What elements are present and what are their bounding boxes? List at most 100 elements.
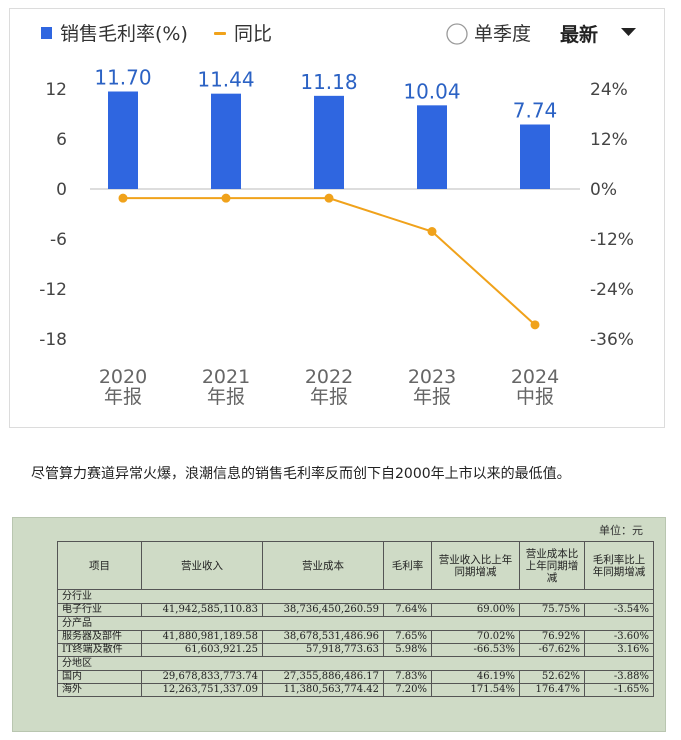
value-cell: 41,880,981,189.58 [141, 630, 263, 644]
value-cell: 38,736,450,260.59 [262, 603, 384, 617]
table-header-cell: 毛利率比上年同期增减 [584, 541, 654, 590]
line-point [530, 320, 540, 330]
value-cell: 7.64% [383, 603, 432, 617]
bar [314, 95, 344, 189]
table-header-cell: 项目 [57, 541, 142, 590]
revenue-table: 项目 营业收入 营业成本 毛利率 营业收入比上年同期增减 营业成本比上年同期增减 毛利率比上… [57, 541, 654, 697]
single-quarter-label[interactable]: 单季度 [474, 23, 531, 45]
left-tick-label: 6 [56, 130, 67, 150]
bar [417, 105, 447, 189]
value-cell: 3.16% [584, 643, 654, 657]
bar-value-label: 10.04 [403, 79, 460, 103]
left-tick-label: -6 [50, 230, 67, 250]
section-title: 分行业 [57, 589, 654, 604]
chevron-down-icon[interactable] [621, 28, 636, 36]
value-cell: 29,678,833,773.74 [141, 670, 263, 684]
bar-series [108, 91, 550, 189]
table-header-cell: 营业成本 [262, 541, 384, 590]
value-cell: 12,263,751,337.09 [141, 683, 263, 697]
period-dropdown-label[interactable]: 最新 [560, 23, 598, 46]
category-type-label: 年报 [207, 386, 245, 408]
bar [520, 124, 550, 189]
left-tick-label: 0 [56, 180, 67, 200]
category-year-label: 2021 [202, 366, 250, 388]
table-row: IT终端及散件 61,603,921.25 57,918,773.63 5.98% -6… [57, 643, 654, 657]
left-axis: 12 6 0 -6 -12 -18 [39, 80, 67, 350]
row-label-cell: 电子行业 [57, 603, 142, 617]
right-tick-label: -12% [590, 230, 634, 250]
legend-line-swatch [214, 32, 226, 35]
row-label-cell: 国内 [57, 670, 142, 684]
unit-label: 单位：元 [599, 524, 643, 537]
value-cell: -3.60% [584, 630, 654, 644]
value-cell: 7.83% [383, 670, 432, 684]
chart-card: 销售毛利率(%) 同比 单季度 最新 12 6 0 -6 -12 -18 24% 12% 0%… [9, 8, 665, 428]
value-cell: 75.75% [519, 603, 585, 617]
line-point [427, 227, 437, 236]
legend-bar-swatch [41, 27, 52, 39]
category-type-label: 年报 [413, 386, 451, 408]
bar [108, 91, 138, 189]
value-cell: 176.47% [519, 683, 585, 697]
section-title: 分地区 [57, 656, 654, 671]
line-point [118, 193, 128, 203]
category-year-label: 2024 [511, 366, 559, 388]
bar-value-label: 11.44 [197, 68, 254, 92]
category-year-label: 2023 [408, 366, 456, 388]
table-row: 服务器及部件 41,880,981,189.58 38,678,531,486.96… [57, 630, 654, 644]
table-section-row: 分地区 [57, 656, 654, 671]
bar [211, 93, 241, 189]
caption-text: 尽管算力赛道异常火爆，浪潮信息的销售毛利率反而创下自2000年上市以来的最低值。 [31, 466, 571, 482]
single-quarter-toggle[interactable]: 单季度 [446, 23, 531, 45]
value-cell: 52.62% [519, 670, 585, 684]
value-cell: 5.98% [383, 643, 432, 657]
row-label-cell: 海外 [57, 683, 142, 697]
value-cell: 11,380,563,774.42 [262, 683, 384, 697]
left-tick-label: 12 [45, 80, 67, 100]
value-cell: 46.19% [431, 670, 520, 684]
table-row: 国内 29,678,833,773.74 27,355,886,486.17 7.83… [57, 670, 654, 684]
value-cell: -66.53% [431, 643, 520, 657]
table-section-row: 分行业 [57, 589, 654, 604]
period-dropdown[interactable]: 最新 [560, 23, 636, 46]
value-cell: -1.65% [584, 683, 654, 697]
row-label-cell: 服务器及部件 [57, 630, 142, 644]
right-tick-label: 0% [590, 180, 617, 200]
right-axis: 24% 12% 0% -12% -24% -36% [590, 80, 634, 350]
right-tick-label: -24% [590, 280, 634, 300]
line-point [221, 193, 231, 203]
section-title: 分产品 [57, 616, 654, 631]
right-tick-label: 24% [590, 80, 628, 100]
left-tick-label: -12 [39, 280, 67, 300]
category-type-label: 年报 [104, 386, 142, 408]
category-year-label: 2022 [305, 366, 353, 388]
category-type-label: 中报 [516, 386, 554, 408]
value-cell: -67.62% [519, 643, 585, 657]
table-header-row: 项目 营业收入 营业成本 毛利率 营业收入比上年同期增减 营业成本比上年同期增减 毛利率比上… [57, 541, 654, 590]
table-section-row: 分产品 [57, 616, 654, 631]
table-row: 电子行业 41,942,585,110.83 38,736,450,260.59 7.… [57, 603, 654, 617]
right-tick-label: 12% [590, 130, 628, 150]
value-cell: 61,603,921.25 [141, 643, 263, 657]
radio-circle-icon[interactable] [446, 23, 468, 45]
value-cell: 69.00% [431, 603, 520, 617]
value-cell: 7.20% [383, 683, 432, 697]
row-label-cell: IT终端及散件 [57, 643, 142, 657]
bar-value-labels: 11.70 11.44 11.18 10.04 7.74 [94, 66, 557, 123]
line-point [324, 193, 334, 203]
value-cell: -3.88% [584, 670, 654, 684]
category-type-label: 年报 [310, 386, 348, 408]
value-cell: 57,918,773.63 [262, 643, 384, 657]
value-cell: 70.02% [431, 630, 520, 644]
value-cell: 171.54% [431, 683, 520, 697]
bar-value-label: 7.74 [513, 99, 558, 123]
value-cell: 27,355,886,486.17 [262, 670, 384, 684]
bar-value-label: 11.70 [94, 66, 151, 90]
value-cell: -3.54% [584, 603, 654, 617]
table-header-cell: 营业收入 [141, 541, 263, 590]
value-cell: 41,942,585,110.83 [141, 603, 263, 617]
table-header-cell: 营业收入比上年同期增减 [431, 541, 520, 590]
category-year-label: 2020 [99, 366, 147, 388]
bar-value-label: 11.18 [300, 70, 357, 94]
